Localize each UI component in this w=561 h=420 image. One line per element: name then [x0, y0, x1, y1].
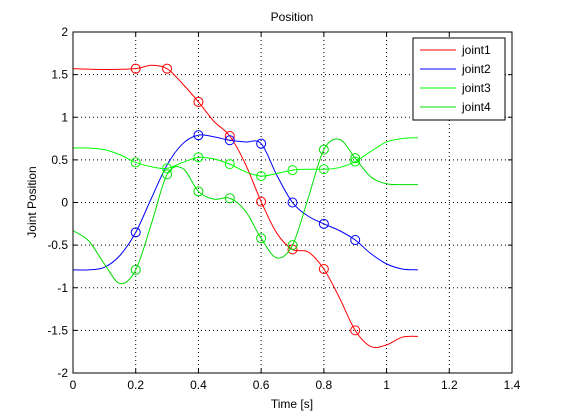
series-joint4 [72, 138, 418, 285]
data-point-joint3 [224, 159, 235, 170]
x-tick-label: 0.6 [253, 378, 270, 392]
data-point-joint3 [256, 171, 267, 182]
data-point-joint3 [350, 156, 361, 167]
data-point-joint2 [287, 197, 298, 208]
y-tick-label: 1 [61, 110, 68, 124]
x-tick-label: 0 [70, 378, 77, 392]
data-point-joint4 [350, 153, 361, 164]
data-point-joint2 [224, 135, 235, 146]
data-point-joint4 [162, 169, 173, 180]
data-point-joint2 [130, 227, 141, 238]
data-point-joint2 [318, 218, 329, 229]
data-point-joint1 [318, 263, 329, 274]
data-point-joint4 [256, 233, 267, 244]
data-point-joint4 [318, 144, 329, 155]
x-tick-label: 0.2 [127, 378, 144, 392]
data-point-joint3 [193, 152, 204, 163]
legend-box [412, 37, 506, 121]
series-layer [72, 63, 418, 349]
series-joint2 [72, 130, 418, 271]
data-point-joint2 [193, 130, 204, 141]
data-point-joint1 [193, 96, 204, 107]
x-tick-label: 1.2 [441, 378, 458, 392]
data-point-joint4 [287, 240, 298, 251]
data-point-joint1 [130, 63, 141, 74]
x-tick-label: 0.4 [190, 378, 207, 392]
chart-title: Position [271, 10, 314, 24]
y-tick-label: 0 [61, 196, 68, 210]
y-tick-label: 2 [61, 25, 68, 39]
data-point-joint3 [318, 164, 329, 175]
y-tick-label: 1.5 [51, 68, 68, 82]
data-point-joint3 [130, 157, 141, 168]
legend-label-joint4: joint4 [461, 100, 491, 114]
x-tick-label: 0.8 [316, 378, 333, 392]
y-tick-label: -1.5 [47, 323, 68, 337]
data-point-joint4 [130, 264, 141, 275]
data-point-joint1 [256, 196, 267, 207]
data-point-joint4 [224, 193, 235, 204]
series-line-joint4 [72, 138, 418, 285]
y-axis-label: Joint Position [25, 166, 39, 237]
legend: joint1 joint2 joint3 joint4 [412, 37, 506, 121]
legend-label-joint3: joint3 [461, 81, 491, 95]
series-joint1 [72, 63, 418, 349]
y-tick-label: -2 [57, 366, 68, 380]
y-tick-label: -1 [57, 281, 68, 295]
y-tick-label: -0.5 [47, 238, 68, 252]
data-point-joint4 [193, 186, 204, 197]
data-point-joint1 [350, 325, 361, 336]
y-tick-label: 0.5 [51, 153, 68, 167]
data-point-joint1 [162, 63, 173, 74]
data-point-joint2 [350, 235, 361, 246]
x-axis-label: Time [s] [271, 397, 313, 411]
x-tick-label: 1 [383, 378, 390, 392]
series-line-joint2 [72, 134, 418, 271]
legend-label-joint1: joint1 [461, 43, 491, 57]
legend-label-joint2: joint2 [461, 62, 491, 76]
x-tick-label: 1.4 [504, 378, 521, 392]
ticks: 0 0.2 0.4 0.6 0.8 1 1.2 1.4 -2 -1.5 -1 -0.5 0 0.5 1 1.5… [47, 25, 520, 392]
data-point-joint2 [256, 138, 267, 149]
data-point-joint3 [287, 165, 298, 176]
series-line-joint1 [72, 64, 418, 349]
